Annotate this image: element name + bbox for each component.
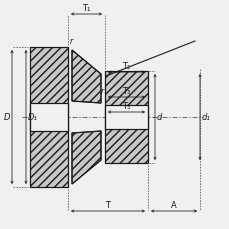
Polygon shape xyxy=(72,131,101,184)
Text: d: d xyxy=(156,113,162,122)
Text: D₁: D₁ xyxy=(28,113,38,122)
Text: A: A xyxy=(170,200,176,209)
Text: T: T xyxy=(105,200,110,209)
Text: T₅: T₅ xyxy=(122,101,130,111)
Polygon shape xyxy=(72,51,101,104)
Polygon shape xyxy=(105,72,147,163)
Polygon shape xyxy=(105,106,147,129)
Text: D: D xyxy=(3,113,10,122)
Text: T₂: T₂ xyxy=(122,62,130,71)
Polygon shape xyxy=(30,104,68,131)
Text: T₁: T₁ xyxy=(82,4,90,13)
Text: r: r xyxy=(70,37,73,46)
Polygon shape xyxy=(30,48,68,187)
Text: d₁: d₁ xyxy=(201,113,210,122)
Text: r: r xyxy=(101,87,104,95)
Text: T₃: T₃ xyxy=(122,87,130,95)
